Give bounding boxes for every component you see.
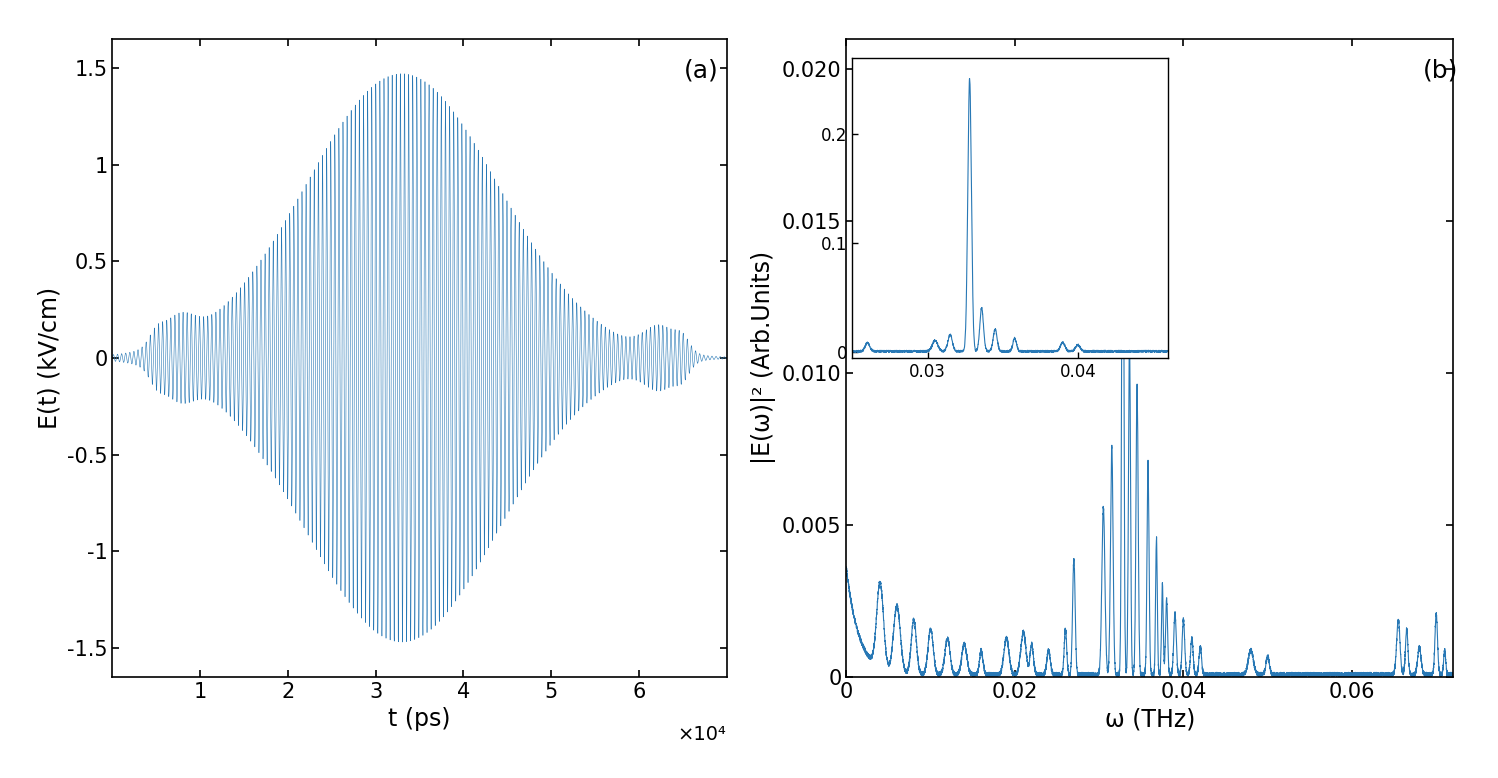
Y-axis label: |E(ω)|² (Arb.Units): |E(ω)|² (Arb.Units) bbox=[752, 251, 776, 464]
Text: (a): (a) bbox=[683, 58, 718, 82]
X-axis label: ω (THz): ω (THz) bbox=[1104, 707, 1195, 731]
Text: (b): (b) bbox=[1423, 58, 1458, 82]
Text: ×10⁴: ×10⁴ bbox=[677, 725, 727, 744]
Y-axis label: E(t) (kV/cm): E(t) (kV/cm) bbox=[37, 287, 61, 429]
X-axis label: t (ps): t (ps) bbox=[388, 707, 451, 731]
